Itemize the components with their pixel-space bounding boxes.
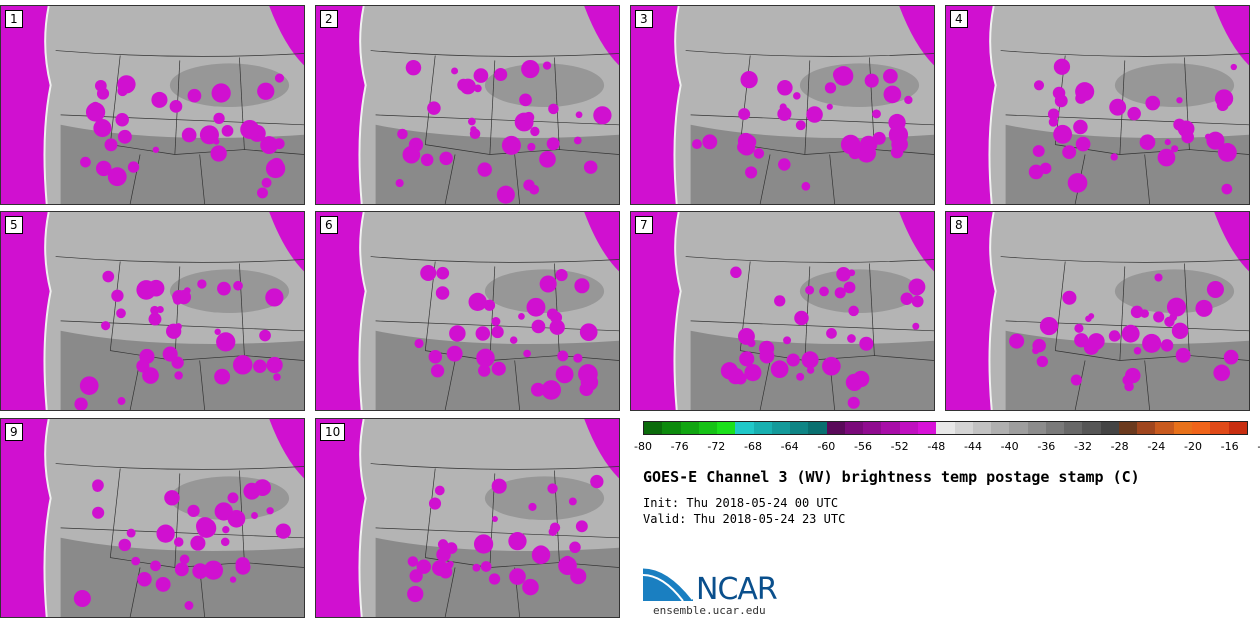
colorbar-segment bbox=[1137, 422, 1156, 434]
colorbar-tick-label: -20 bbox=[1184, 440, 1202, 453]
colorbar-tick-label: -76 bbox=[670, 440, 689, 453]
colorbar-segment bbox=[826, 422, 845, 434]
colorbar-segment bbox=[991, 422, 1010, 434]
logo-text: NCAR bbox=[696, 572, 778, 607]
colorbar-segment bbox=[1210, 422, 1229, 434]
colorbar-tick-label: -32 bbox=[1074, 440, 1092, 453]
colorbar-tick-label: -72 bbox=[707, 440, 726, 453]
colorbar-segment bbox=[1064, 422, 1083, 434]
postage-stamp-panel: 10 bbox=[315, 418, 620, 618]
panel-number: 9 bbox=[5, 423, 23, 441]
colorbar-tick-label: -56 bbox=[854, 440, 872, 453]
logo-url: ensemble.ucar.edu bbox=[653, 604, 766, 617]
colorbar-tick-label: -12 bbox=[1257, 440, 1260, 453]
colorbar-segment bbox=[899, 422, 918, 434]
colorbar bbox=[643, 421, 1248, 435]
colorbar-tick-label: -36 bbox=[1037, 440, 1056, 453]
postage-stamp-panel: 4 bbox=[945, 5, 1250, 205]
postage-stamp-panel: 1 bbox=[0, 5, 305, 205]
colorbar-segment bbox=[1027, 422, 1046, 434]
colorbar-segment bbox=[753, 422, 772, 434]
colorbar-tick-label: -52 bbox=[890, 440, 909, 453]
colorbar-tick-labels: -80 -76 -72 -68 -64 -60 -56 -52 -48 -44 -40 -36 -32 -… bbox=[634, 440, 1260, 454]
colorbar-segment bbox=[1173, 422, 1192, 434]
panel-number: 10 bbox=[320, 423, 346, 441]
postage-stamp-panel: 5 bbox=[0, 211, 305, 411]
colorbar-segment bbox=[644, 422, 663, 434]
colorbar-segment bbox=[698, 422, 718, 434]
colorbar-segment bbox=[735, 422, 754, 434]
panel-number: 7 bbox=[635, 216, 653, 234]
panel-number: 5 bbox=[5, 216, 23, 234]
colorbar-tick-label: -60 bbox=[817, 440, 836, 453]
colorbar-segment bbox=[954, 422, 973, 434]
colorbar-tick-label: -24 bbox=[1147, 440, 1166, 453]
postage-stamp-panel: 9 bbox=[0, 418, 305, 618]
colorbar-segment bbox=[771, 422, 791, 434]
colorbar-segment bbox=[1045, 422, 1065, 434]
colorbar-segment bbox=[936, 422, 955, 434]
colorbar-tick-label: -44 bbox=[964, 440, 982, 453]
valid-time: Valid: Thu 2018-05-24 23 UTC bbox=[643, 512, 846, 526]
colorbar-segment bbox=[790, 422, 809, 434]
colorbar-segment bbox=[863, 422, 882, 434]
colorbar-tick-label: -68 bbox=[744, 440, 762, 453]
colorbar-segment bbox=[1009, 422, 1028, 434]
panel-number: 4 bbox=[950, 10, 968, 28]
postage-stamp-panel: 2 bbox=[315, 5, 620, 205]
init-time: Init: Thu 2018-05-24 00 UTC bbox=[643, 496, 839, 510]
colorbar-segment bbox=[662, 422, 681, 434]
colorbar-segment bbox=[1155, 422, 1174, 434]
panel-number: 2 bbox=[320, 10, 338, 28]
panel-number: 8 bbox=[950, 216, 968, 234]
colorbar-segment bbox=[1118, 422, 1138, 434]
panel-number: 6 bbox=[320, 216, 338, 234]
colorbar-segment bbox=[717, 422, 736, 434]
colorbar-segment bbox=[972, 422, 992, 434]
colorbar-tick-label: -64 bbox=[780, 440, 799, 453]
colorbar-segment bbox=[1191, 422, 1211, 434]
postage-stamp-panel: 6 bbox=[315, 211, 620, 411]
postage-stamp-panel: 8 bbox=[945, 211, 1250, 411]
colorbar-segment bbox=[881, 422, 900, 434]
colorbar-tick-label: -80 bbox=[634, 440, 652, 453]
colorbar-segment bbox=[917, 422, 937, 434]
figure-title: GOES-E Channel 3 (WV) brightness temp po… bbox=[643, 468, 1140, 486]
postage-stamp-panel: 7 bbox=[630, 211, 935, 411]
colorbar-tick-label: -40 bbox=[1000, 440, 1019, 453]
colorbar-segment bbox=[680, 422, 699, 434]
colorbar-segment bbox=[1228, 422, 1247, 434]
panel-number: 3 bbox=[635, 10, 653, 28]
panel-number: 1 bbox=[5, 10, 23, 28]
colorbar-segment bbox=[808, 422, 827, 434]
colorbar-segment bbox=[1082, 422, 1101, 434]
colorbar-tick-label: -28 bbox=[1110, 440, 1129, 453]
colorbar-tick-label: -16 bbox=[1220, 440, 1239, 453]
postage-stamp-panel: 3 bbox=[630, 5, 935, 205]
ncar-logo-icon bbox=[643, 565, 695, 602]
colorbar-segment bbox=[844, 422, 864, 434]
colorbar-segment bbox=[1100, 422, 1119, 434]
colorbar-tick-label: -48 bbox=[927, 440, 946, 453]
